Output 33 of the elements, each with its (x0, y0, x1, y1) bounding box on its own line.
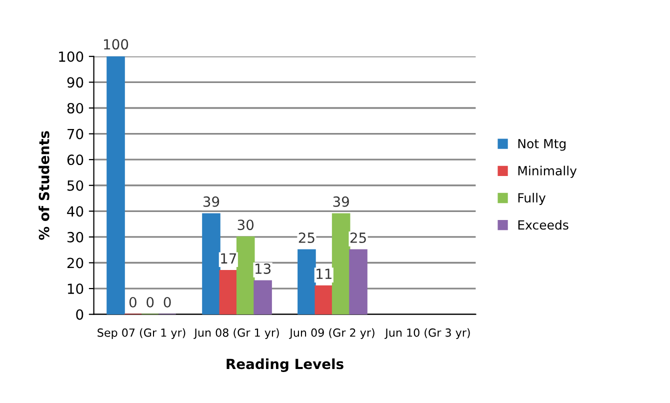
y-tick-label: 100 (59, 51, 84, 62)
data-label: 13 (255, 263, 271, 274)
y-tick-label: 50 (67, 180, 84, 191)
y-tick-label: 20 (67, 258, 84, 268)
legend-label: Exceeds (518, 220, 568, 230)
data-label: 0 (164, 296, 171, 308)
data-label: 30 (238, 220, 254, 230)
data-label: 11 (316, 268, 332, 279)
y-tick-label: 70 (68, 128, 84, 140)
data-label: 17 (221, 253, 236, 264)
y-tick-label: 30 (67, 232, 84, 242)
data-label: 0 (129, 296, 136, 308)
legend-label: Fully (518, 192, 546, 205)
y-tick-label: 40 (67, 206, 84, 217)
x-tick-label: Jun 08 (Gr 1 yr) (194, 328, 279, 339)
legend-label: Minimally (518, 166, 577, 178)
data-label: 39 (203, 196, 220, 207)
x-tick-label: Jun 09 (Gr 2 yr) (289, 328, 374, 339)
data-label: 39 (333, 196, 349, 207)
y-tick-label: 60 (67, 154, 84, 166)
x-tick-label: Jun 10 (Gr 3 yr) (384, 328, 470, 339)
y-tick-label: 10 (68, 284, 84, 294)
y-tick-label: 80 (67, 102, 84, 114)
x-tick-label: Sep 07 (Gr 1 yr) (98, 328, 186, 339)
y-axis-title: % of Students (38, 131, 50, 240)
data-label: 100 (104, 39, 128, 50)
legend-label: Not Mtg (518, 139, 566, 151)
y-tick-label: 0 (76, 309, 84, 320)
x-axis-title: Reading Levels (226, 358, 344, 372)
data-label: 0 (146, 296, 154, 308)
y-tick-label: 90 (67, 77, 84, 88)
data-label: 25 (298, 232, 314, 243)
data-label: 25 (350, 232, 366, 243)
